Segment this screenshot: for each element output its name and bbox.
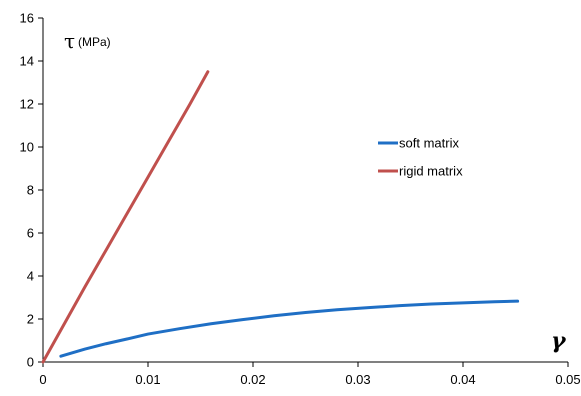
axes: 0 2 4 6 8 10 12 14 16 0 0.01 0.02 0.03 0.04 0.05	[20, 11, 581, 388]
y-tick-label: 12	[20, 97, 34, 112]
y-tick-label: 4	[27, 269, 34, 284]
x-tick-label: 0.03	[345, 372, 370, 387]
legend-label-soft-matrix: soft matrix	[399, 136, 459, 151]
legend: soft matrix rigid matrix	[378, 136, 463, 179]
y-tick-label: 6	[27, 226, 34, 241]
x-tick-label: 0.05	[555, 372, 580, 387]
y-tick-label: 2	[27, 312, 34, 327]
y-axis-label-unit: (MPa)	[78, 35, 111, 49]
y-tick-label: 16	[20, 11, 34, 26]
y-tick-label: 10	[20, 140, 34, 155]
y-tick-label: 0	[27, 355, 34, 370]
series-line-soft-matrix	[59, 299, 520, 358]
y-tick-label: 14	[20, 54, 34, 69]
y-tick-label: 8	[27, 183, 34, 198]
x-axis-label: γ	[551, 328, 567, 354]
x-tick-label: 0.02	[240, 372, 265, 387]
series-line-rigid-matrix	[41, 70, 210, 364]
legend-label-rigid-matrix: rigid matrix	[399, 164, 463, 179]
series-layer	[41, 70, 520, 364]
x-tick-label: 0.01	[135, 372, 160, 387]
x-tick-label: 0.04	[450, 372, 475, 387]
x-tick-label: 0	[39, 372, 46, 387]
y-axis-label-symbol: τ	[64, 29, 75, 53]
